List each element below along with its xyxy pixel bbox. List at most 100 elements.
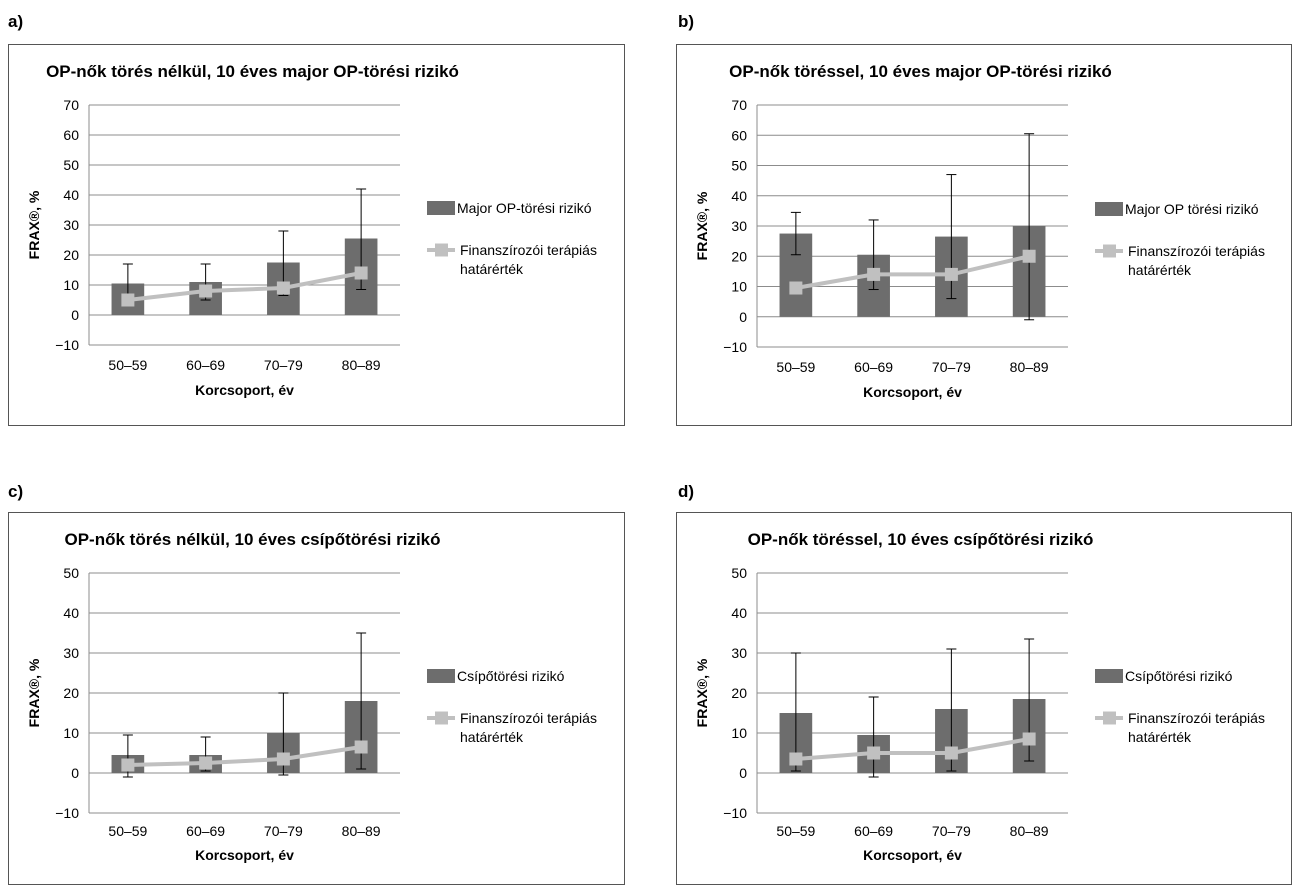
chart-panel-d: OP-nők töréssel, 10 éves csípőtörési riz… <box>676 512 1292 885</box>
x-tick-label: 60–69 <box>854 823 893 839</box>
y-tick-label: 20 <box>731 685 747 701</box>
x-tick-label: 70–79 <box>264 823 303 839</box>
y-tick-label: 0 <box>71 307 79 323</box>
y-tick-label: 50 <box>63 157 79 173</box>
y-axis-label: FRAX®, % <box>26 190 42 259</box>
threshold-marker <box>354 740 368 754</box>
y-axis-label: FRAX®, % <box>26 658 42 727</box>
y-tick-label: 50 <box>731 158 747 174</box>
y-tick-label: 0 <box>739 309 747 325</box>
legend-swatch-marker <box>435 243 448 257</box>
threshold-line <box>127 745 362 767</box>
threshold-marker <box>199 756 213 770</box>
y-tick-label: 70 <box>63 97 79 113</box>
legend-label: határérték <box>1128 729 1192 745</box>
y-tick-label: −10 <box>55 805 79 821</box>
x-tick-label: 80–89 <box>1010 823 1049 839</box>
threshold-marker <box>276 752 290 766</box>
legend-swatch-bar <box>427 669 455 683</box>
threshold-line <box>795 254 1030 290</box>
legend-label: Csípőtörési rizikó <box>1125 668 1233 684</box>
legend-label: Csípőtörési rizikó <box>457 668 565 684</box>
x-axis-label: Korcsoport, év <box>195 847 294 863</box>
chart-panel-a: OP-nők törés nélkül, 10 éves major OP-tö… <box>8 44 625 426</box>
y-tick-label: 10 <box>63 725 79 741</box>
x-tick-label: 50–59 <box>108 357 147 373</box>
chart-panel-b: OP-nők töréssel, 10 éves major OP-törési… <box>676 44 1292 426</box>
y-tick-label: −10 <box>723 805 747 821</box>
chart-title: OP-nők törés nélkül, 10 éves csípőtörési… <box>64 530 440 549</box>
y-axis-label: FRAX®, % <box>694 191 710 260</box>
y-tick-label: 40 <box>731 605 747 621</box>
x-tick-label: 70–79 <box>932 823 971 839</box>
threshold-marker <box>1022 249 1036 263</box>
legend-label: Finanszírozói terápiás <box>1128 710 1265 726</box>
legend-swatch-marker <box>1103 244 1116 258</box>
y-tick-label: −10 <box>55 337 79 353</box>
legend-label: Finanszírozói terápiás <box>460 710 597 726</box>
legend-swatch-marker <box>435 711 448 725</box>
chart-title: OP-nők töréssel, 10 éves major OP-törési… <box>729 62 1112 81</box>
y-tick-label: −10 <box>723 339 747 355</box>
y-tick-label: 10 <box>63 277 79 293</box>
y-tick-label: 10 <box>731 279 747 295</box>
x-tick-label: 80–89 <box>342 357 381 373</box>
legend-swatch-bar <box>1095 202 1123 216</box>
threshold-marker <box>354 266 368 280</box>
threshold-marker <box>1022 732 1036 746</box>
x-tick-label: 70–79 <box>264 357 303 373</box>
x-tick-label: 60–69 <box>186 357 225 373</box>
x-tick-label: 60–69 <box>854 359 893 375</box>
threshold-marker <box>867 746 881 760</box>
legend-label: Finanszírozói terápiás <box>1128 243 1265 259</box>
threshold-line <box>795 737 1030 761</box>
x-axis-label: Korcsoport, év <box>195 382 294 398</box>
chart-d: OP-nők töréssel, 10 éves csípőtörési riz… <box>694 530 1265 863</box>
threshold-marker <box>944 746 958 760</box>
panel-letter-d: d) <box>678 482 695 501</box>
y-tick-label: 30 <box>63 217 79 233</box>
x-tick-label: 50–59 <box>776 359 815 375</box>
x-tick-label: 80–89 <box>342 823 381 839</box>
x-tick-label: 80–89 <box>1010 359 1049 375</box>
legend-label: határérték <box>460 261 524 277</box>
chart-b: OP-nők töréssel, 10 éves major OP-törési… <box>694 62 1265 400</box>
y-tick-label: 0 <box>739 765 747 781</box>
x-axis-label: Korcsoport, év <box>863 847 962 863</box>
legend-label: Finanszírozói terápiás <box>460 242 597 258</box>
y-axis-label: FRAX®, % <box>694 658 710 727</box>
threshold-marker <box>199 284 213 298</box>
x-tick-label: 70–79 <box>932 359 971 375</box>
chart-c: OP-nők törés nélkül, 10 éves csípőtörési… <box>26 530 597 863</box>
y-tick-label: 30 <box>731 645 747 661</box>
y-tick-label: 60 <box>63 127 79 143</box>
threshold-marker <box>121 758 135 772</box>
y-tick-label: 20 <box>63 685 79 701</box>
y-tick-label: 20 <box>731 248 747 264</box>
y-tick-label: 60 <box>731 127 747 143</box>
legend-swatch-bar <box>1095 669 1123 683</box>
threshold-marker <box>789 752 803 766</box>
legend-swatch-marker <box>1103 711 1116 725</box>
y-tick-label: 20 <box>63 247 79 263</box>
chart-title: OP-nők törés nélkül, 10 éves major OP-tö… <box>46 62 459 81</box>
panel-letter-b: b) <box>678 12 695 31</box>
y-tick-label: 10 <box>731 725 747 741</box>
threshold-marker <box>867 267 881 281</box>
y-tick-label: 40 <box>63 605 79 621</box>
x-tick-label: 50–59 <box>776 823 815 839</box>
legend-label: Major OP törési rizikó <box>1125 201 1259 217</box>
chart-a: OP-nők törés nélkül, 10 éves major OP-tö… <box>26 62 597 398</box>
y-tick-label: 30 <box>63 645 79 661</box>
threshold-marker <box>944 267 958 281</box>
threshold-marker <box>276 281 290 295</box>
y-tick-label: 70 <box>731 97 747 113</box>
y-tick-label: 50 <box>731 565 747 581</box>
threshold-marker <box>789 281 803 295</box>
panel-letter-c: c) <box>8 482 24 501</box>
legend-label: Major OP-törési rizikó <box>457 200 592 216</box>
threshold-marker <box>121 293 135 307</box>
x-tick-label: 60–69 <box>186 823 225 839</box>
chart-title: OP-nők töréssel, 10 éves csípőtörési riz… <box>748 530 1094 549</box>
y-tick-label: 40 <box>731 188 747 204</box>
